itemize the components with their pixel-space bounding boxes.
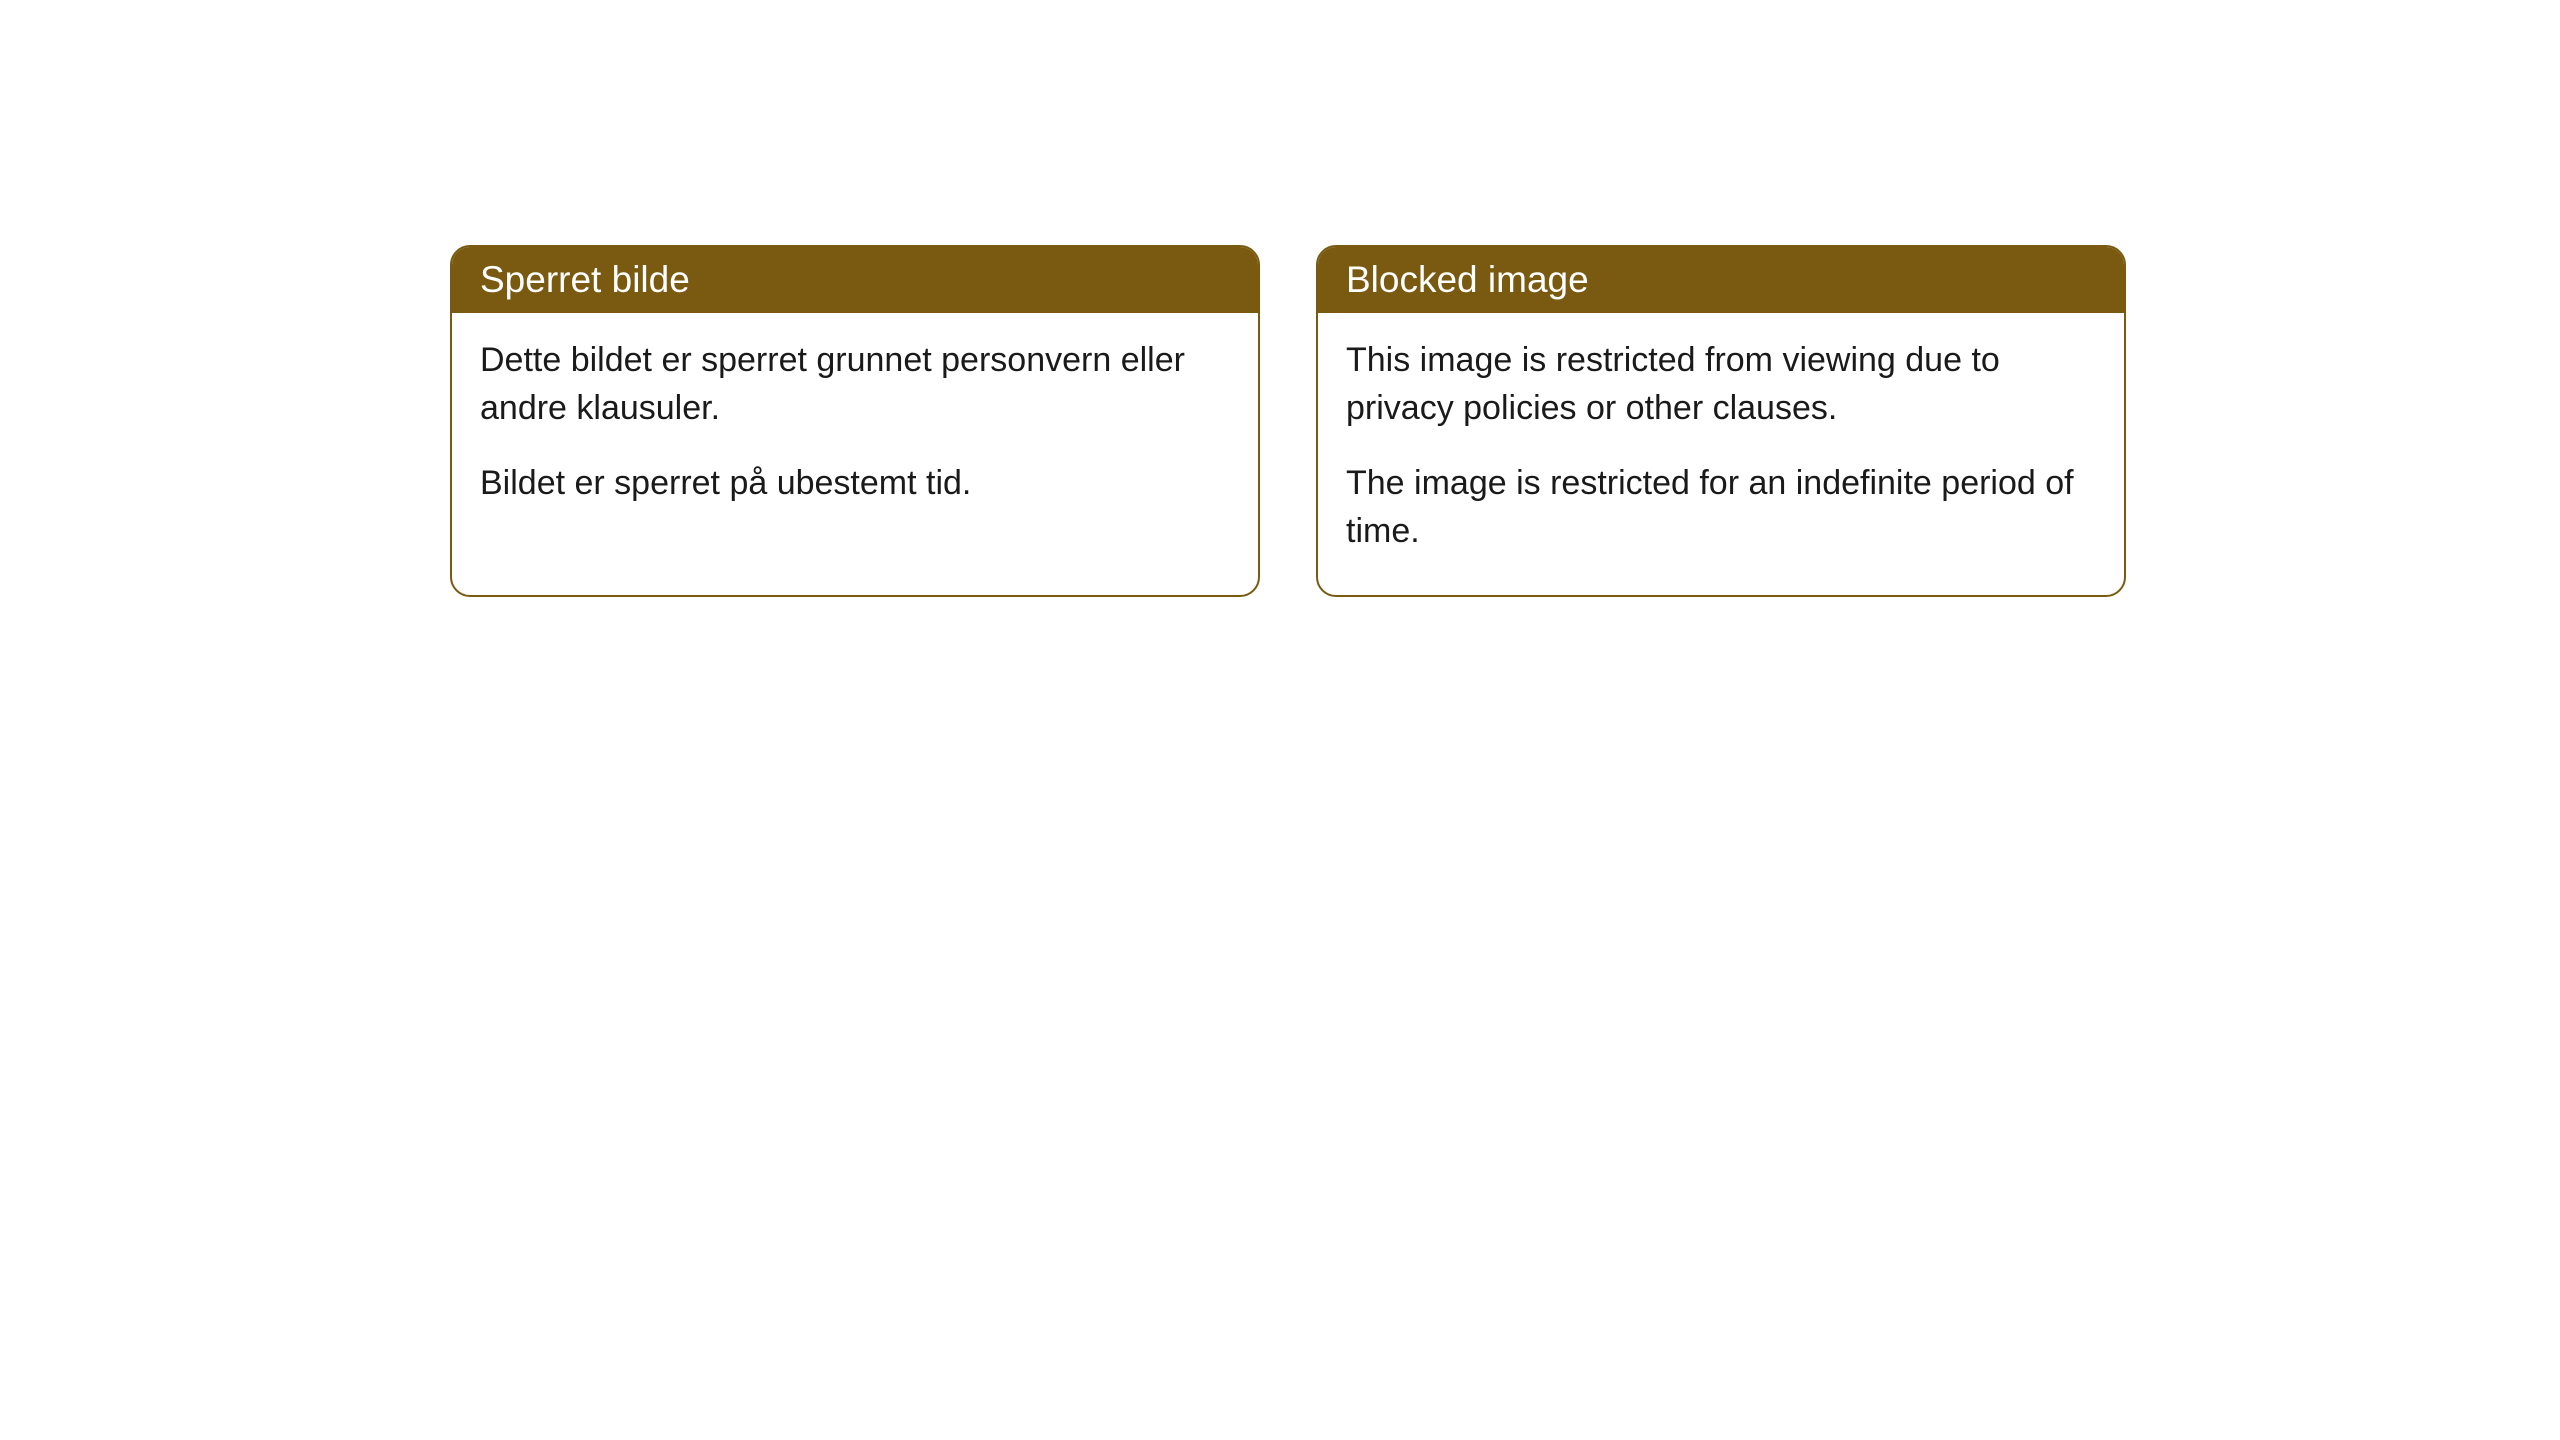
notice-paragraph: Dette bildet er sperret grunnet personve…	[480, 337, 1230, 432]
notice-card-body: This image is restricted from viewing du…	[1318, 313, 2124, 595]
notice-card-title: Blocked image	[1346, 259, 1589, 300]
notice-card-header: Sperret bilde	[452, 247, 1258, 313]
notice-card-norwegian: Sperret bilde Dette bildet er sperret gr…	[450, 245, 1260, 597]
notice-paragraph: This image is restricted from viewing du…	[1346, 337, 2096, 432]
notice-cards-container: Sperret bilde Dette bildet er sperret gr…	[450, 245, 2126, 597]
notice-card-title: Sperret bilde	[480, 259, 690, 300]
notice-card-english: Blocked image This image is restricted f…	[1316, 245, 2126, 597]
notice-card-header: Blocked image	[1318, 247, 2124, 313]
notice-card-body: Dette bildet er sperret grunnet personve…	[452, 313, 1258, 548]
notice-paragraph: Bildet er sperret på ubestemt tid.	[480, 460, 1230, 508]
notice-paragraph: The image is restricted for an indefinit…	[1346, 460, 2096, 555]
